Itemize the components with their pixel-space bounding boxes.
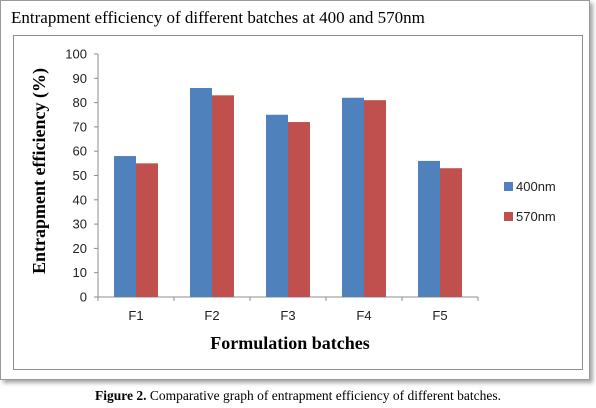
y-axis: 0 10 20 30 40 50 60 70 80 90 100 (65, 47, 99, 305)
y-tick-label: 60 (73, 144, 87, 159)
x-tick-label: F4 (356, 308, 371, 323)
x-tick-label: F1 (128, 308, 143, 323)
legend: 400nm 570nm (504, 179, 556, 224)
x-tick-label: F2 (204, 308, 219, 323)
legend-swatch-570nm (504, 212, 513, 221)
y-tick-label: 100 (65, 47, 87, 62)
bar-570nm-F3 (288, 122, 310, 297)
bar-570nm-F5 (440, 168, 462, 297)
caption-label: Figure 2. (95, 388, 147, 403)
bar-570nm-F1 (136, 163, 158, 297)
bars (114, 88, 462, 298)
bar-chart: 0 10 20 30 40 50 60 70 80 90 100 F1 F2 F3 F4 F5 Entrap… (29, 47, 556, 354)
y-tick-label: 50 (73, 168, 87, 183)
bar-570nm-F2 (212, 95, 234, 297)
bar-400nm-F5 (418, 160, 440, 297)
bar-400nm-F3 (266, 114, 288, 297)
legend-label-570nm: 570nm (516, 209, 556, 224)
x-axis: F1 F2 F3 F4 F5 (97, 296, 479, 323)
y-axis-title: Entrapment efficiency (%) (29, 68, 50, 274)
caption-text: Comparative graph of entrapment efficien… (146, 388, 501, 403)
y-tick-label: 20 (73, 241, 87, 256)
y-tick-label: 90 (73, 71, 87, 86)
y-tick-label: 30 (73, 217, 87, 232)
y-tick-label: 10 (73, 265, 87, 280)
x-axis-title: Formulation batches (210, 333, 370, 353)
bar-400nm-F2 (190, 88, 212, 298)
y-tick-label: 80 (73, 95, 87, 110)
bar-400nm-F1 (114, 156, 136, 297)
bar-570nm-F4 (364, 100, 386, 297)
figure-frame: Entrapment efficiency of different batch… (0, 0, 590, 380)
y-tick-label: 0 (80, 290, 87, 305)
y-tick-label: 40 (73, 192, 87, 207)
figure-caption: Figure 2. Comparative graph of entrapmen… (0, 388, 596, 404)
legend-label-400nm: 400nm (516, 179, 556, 194)
bar-400nm-F4 (342, 97, 364, 298)
legend-swatch-400nm (504, 182, 513, 191)
x-tick-label: F5 (432, 308, 447, 323)
chart-title: Entrapment efficiency of different batch… (11, 8, 425, 27)
x-tick-label: F3 (280, 308, 295, 323)
y-tick-label: 70 (73, 119, 87, 134)
